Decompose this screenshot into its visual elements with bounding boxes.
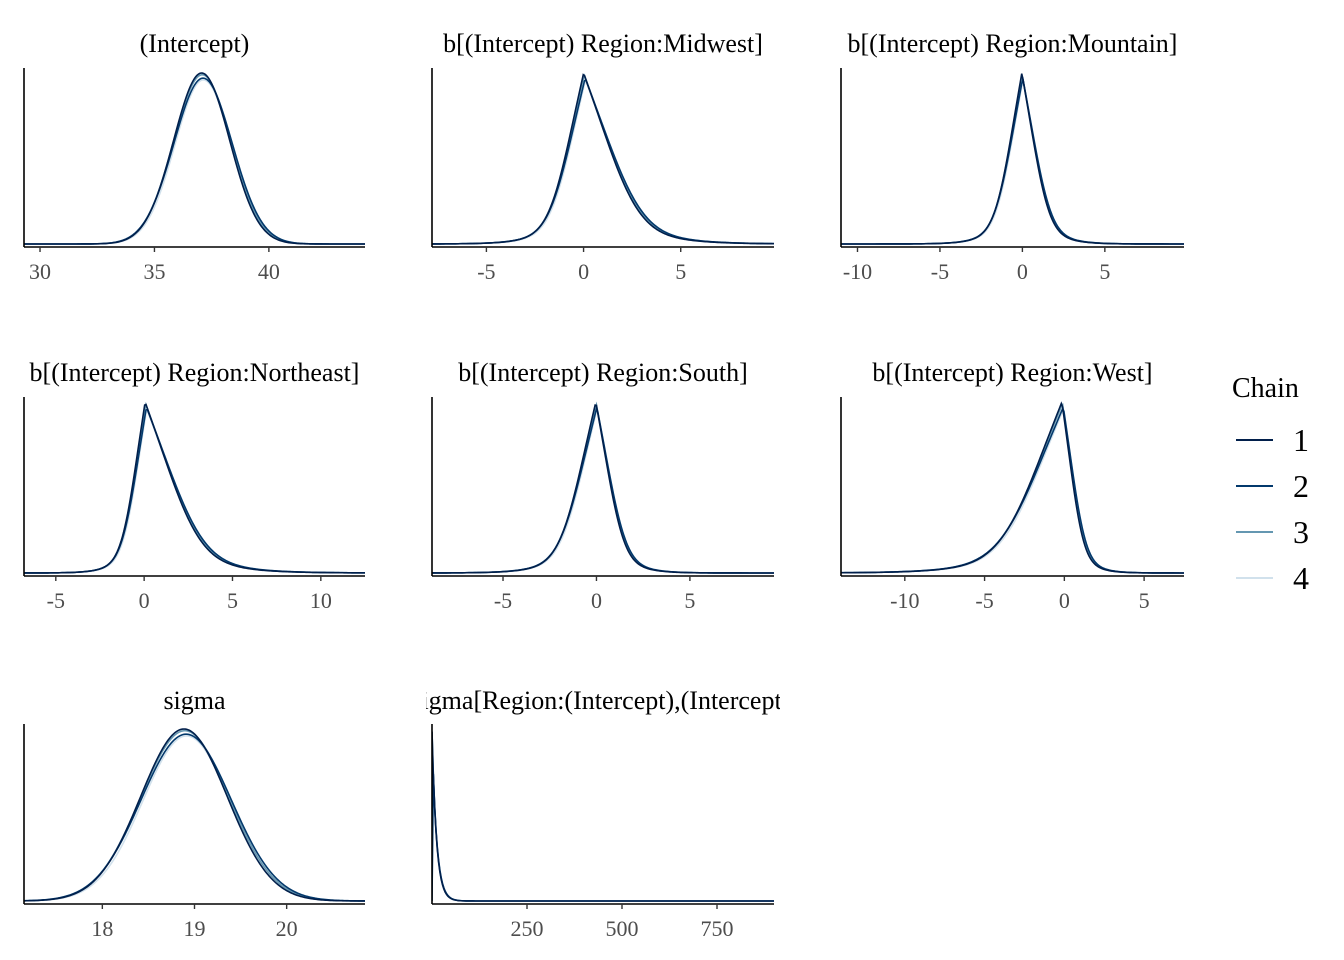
x-tick-label: 35 [143,259,165,284]
density-line-chain-2 [432,406,774,574]
x-tick-label: -5 [47,588,65,613]
facet-panel: b[(Intercept) Region:West] -10 -5 0 5 [840,358,1184,613]
density-line-chain-3 [24,401,365,574]
x-tick-label: 10 [310,588,332,613]
x-tick-label: -10 [890,588,919,613]
legend: Chain 1 2 3 4 [1232,373,1309,596]
facet-panel: (Intercept) 30 35 40 [23,29,365,284]
density-line-chain-3 [24,729,365,902]
x-tick-label: 19 [184,916,206,941]
legend-title: Chain [1232,373,1299,404]
x-tick-label: 5 [675,259,686,284]
density-line-chain-4 [24,408,365,574]
density-line-chain-4 [432,79,774,245]
x-tick-label: 40 [258,259,280,284]
panel-title: sigma [163,686,226,715]
density-line-chain-2 [432,773,774,902]
density-line-chain-4 [841,410,1184,574]
panel-title: b[(Intercept) Region:South] [458,358,748,387]
panel-title: (Intercept) [140,29,250,58]
x-tick-label: 750 [701,916,734,941]
x-tick-label: 0 [1017,259,1028,284]
density-line-chain-3 [432,731,774,902]
legend-label: 4 [1293,560,1309,596]
panel-title: b[(Intercept) Region:Mountain] [848,29,1178,58]
x-tick-label: 5 [1099,259,1110,284]
x-tick-label: 0 [591,588,602,613]
density-line-chain-2 [24,408,365,574]
x-tick-label: 30 [29,259,51,284]
x-tick-label: -5 [931,259,949,284]
density-line-chain-3 [432,73,774,245]
density-line-chain-1 [432,731,774,902]
density-line-chain-1 [24,728,365,902]
panel-title: Sigma[Region:(Intercept),(Intercept)] [407,686,799,715]
density-line-chain-1 [841,73,1184,245]
density-line-chain-2 [432,79,774,245]
x-tick-label: 250 [511,916,544,941]
density-line-chain-4 [24,735,365,902]
x-tick-label: -10 [843,259,872,284]
panel-title: b[(Intercept) Region:Midwest] [443,29,763,58]
x-tick-label: 18 [91,916,113,941]
density-line-chain-1 [432,404,774,574]
density-line-chain-3 [432,401,774,574]
facet-panel: sigma 18 19 20 [23,686,365,941]
density-line-chain-2 [24,733,365,902]
x-tick-label: 20 [276,916,298,941]
x-tick-label: 0 [1059,588,1070,613]
density-line-chain-4 [432,775,774,902]
density-line-chain-1 [24,403,365,574]
x-tick-label: 500 [606,916,639,941]
facet-panel: Sigma[Region:(Intercept),(Intercept)] 250… [407,686,799,941]
x-tick-label: -5 [494,588,512,613]
density-line-chain-3 [841,402,1184,574]
x-tick-label: 0 [578,259,589,284]
density-line-chain-1 [24,72,365,245]
density-line-chain-2 [841,406,1184,574]
x-tick-label: 5 [227,588,238,613]
legend-label: 1 [1293,422,1309,458]
density-line-chain-1 [841,401,1184,574]
x-tick-label: 5 [684,588,695,613]
legend-label: 2 [1293,468,1309,504]
facet-panel: b[(Intercept) Region:South] -5 0 5 [431,358,774,613]
x-tick-label: -5 [477,259,495,284]
panel-title: b[(Intercept) Region:Northeast] [30,358,360,387]
x-tick-label: -5 [975,588,993,613]
x-tick-label: 5 [1139,588,1150,613]
density-line-chain-3 [24,73,365,245]
facet-panel: b[(Intercept) Region:Midwest] -5 0 5 [431,29,774,284]
facet-panel: b[(Intercept) Region:Northeast] -5 0 5 10 [23,358,365,613]
density-line-chain-3 [841,75,1184,245]
legend-label: 3 [1293,514,1309,550]
facet-panel: b[(Intercept) Region:Mountain] -10 -5 0 5 [840,29,1184,284]
density-line-chain-4 [24,79,365,245]
x-tick-label: 0 [139,588,150,613]
density-line-chain-2 [841,76,1184,245]
panel-title: b[(Intercept) Region:West] [872,358,1152,387]
density-line-chain-2 [24,77,365,245]
density-line-chain-4 [841,80,1184,245]
density-line-chain-1 [432,73,774,245]
